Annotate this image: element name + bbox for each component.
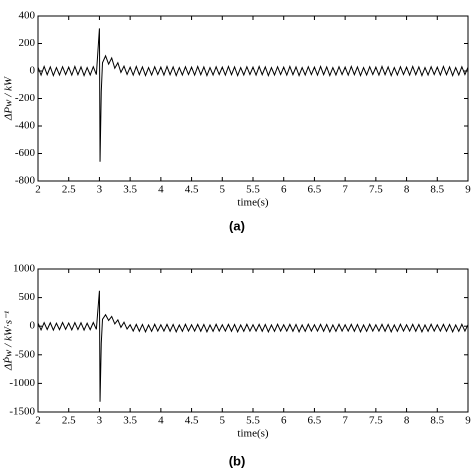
- x-tick-label: 6.5: [308, 415, 322, 427]
- caption: (b): [229, 453, 246, 468]
- x-tick-label: 8: [404, 415, 410, 427]
- x-tick-label: 2: [35, 184, 41, 196]
- x-tick-label: 6.5: [308, 184, 322, 196]
- x-tick-label: 9: [465, 184, 471, 196]
- x-axis-label: time(s): [237, 197, 268, 209]
- x-tick-label: 2.5: [62, 184, 76, 196]
- y-axis-label: ΔṖw / kW·s⁻¹: [3, 311, 15, 371]
- y-tick-label: 400: [19, 10, 36, 22]
- x-tick-label: 8: [404, 184, 410, 196]
- x-tick-label: 8.5: [430, 415, 444, 427]
- y-tick-label: 200: [19, 37, 36, 49]
- x-tick-label: 4: [158, 415, 164, 427]
- y-tick-label: 1000: [13, 263, 36, 275]
- x-tick-label: 7.5: [369, 415, 383, 427]
- signal-line: [38, 28, 468, 162]
- y-tick-label: 500: [19, 291, 36, 303]
- x-tick-label: 7: [342, 415, 348, 427]
- x-tick-label: 9: [465, 415, 471, 427]
- x-tick-label: 4: [158, 184, 164, 196]
- y-tick-label: -1500: [9, 406, 35, 418]
- y-tick-label: -500: [15, 348, 36, 360]
- x-tick-label: 3: [97, 415, 103, 427]
- x-tick-label: 5: [220, 415, 226, 427]
- x-tick-label: 6: [281, 184, 287, 196]
- x-tick-label: 3: [97, 184, 103, 196]
- y-tick-label: 0: [30, 65, 36, 77]
- plot-frame: [37, 268, 469, 413]
- x-tick-label: 3.5: [123, 415, 137, 427]
- caption: (a): [229, 218, 245, 233]
- x-tick-label: 5.5: [246, 415, 260, 427]
- y-tick-label: -800: [15, 175, 36, 187]
- signal-line: [38, 290, 468, 402]
- y-tick-label: -1000: [9, 377, 35, 389]
- x-tick-label: 5.5: [246, 184, 260, 196]
- x-tick-label: 3.5: [123, 184, 137, 196]
- x-tick-label: 4.5: [185, 184, 199, 196]
- plot-frame: [37, 15, 469, 182]
- x-tick-label: 7.5: [369, 184, 383, 196]
- x-tick-label: 8.5: [430, 184, 444, 196]
- x-tick-label: 4.5: [185, 415, 199, 427]
- y-tick-label: -600: [15, 147, 36, 159]
- x-tick-label: 5: [220, 184, 226, 196]
- x-tick-label: 7: [342, 184, 348, 196]
- x-tick-label: 6: [281, 415, 287, 427]
- y-axis-label: ΔPw / kW: [3, 76, 15, 121]
- x-tick-label: 2: [35, 415, 41, 427]
- y-tick-label: -200: [15, 92, 36, 104]
- x-axis-label: time(s): [237, 428, 268, 440]
- y-tick-label: -400: [15, 120, 36, 132]
- x-tick-label: 2.5: [62, 415, 76, 427]
- y-tick-label: 0: [30, 320, 36, 332]
- plot-area: [38, 16, 468, 181]
- plot-area: [38, 269, 468, 412]
